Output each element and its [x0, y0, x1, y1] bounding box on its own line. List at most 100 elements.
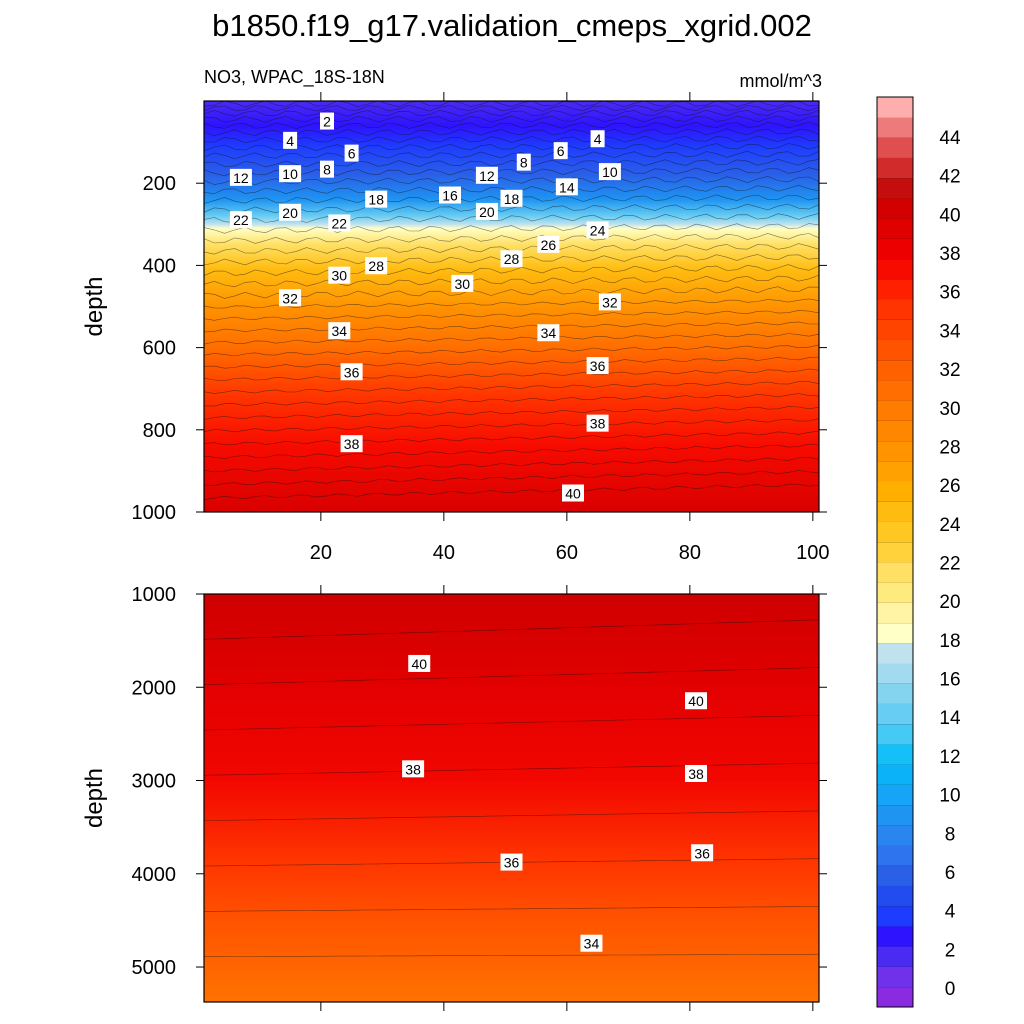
colorbar-swatch: [877, 784, 913, 806]
upper-contour-label: 32: [279, 289, 302, 307]
upper-contour-line: [203, 223, 820, 234]
chart-subtitle-right: mmol/m^3: [740, 71, 822, 91]
contour-label-text: 36: [590, 358, 606, 374]
upper-contour-line: [203, 274, 820, 288]
colorbar-swatch: [877, 279, 913, 300]
upper-contour-label: 38: [340, 435, 363, 453]
upper-frame: [203, 100, 820, 513]
contour-label-box: [598, 163, 621, 181]
contour-label-box: [402, 760, 425, 778]
colorbar-label: 42: [939, 167, 960, 188]
contour-label-box: [685, 692, 707, 710]
lower-ytick-label: 3000: [132, 771, 177, 793]
upper-contour-line: [203, 143, 820, 152]
contour-label-text: 18: [504, 191, 520, 207]
upper-contour-label: 6: [344, 144, 359, 162]
colorbar-label: 28: [939, 437, 960, 458]
upper-contour-label: 34: [328, 322, 351, 340]
colorbar-swatch: [877, 339, 913, 361]
contour-label-box: [229, 168, 252, 186]
lower-contour-label: 34: [580, 934, 603, 952]
colorbar-swatch: [877, 238, 913, 260]
upper-contour-line: [203, 167, 820, 177]
contour-label-text: 12: [233, 170, 249, 186]
chart-title: b1850.f19_g17.validation_cmeps_xgrid.002: [212, 8, 812, 43]
contour-label-text: 20: [282, 205, 298, 221]
colorbar-swatch: [877, 97, 913, 118]
contour-label-box: [555, 178, 578, 196]
colorbar-swatch: [877, 541, 913, 563]
upper-contour-label: 4: [283, 131, 298, 149]
colorbar-label: 18: [939, 631, 960, 652]
contour-label-box: [537, 235, 560, 253]
contour-label-box: [229, 211, 252, 229]
contour-label-text: 8: [323, 162, 331, 178]
colorbar-swatch: [877, 501, 913, 522]
contour-label-text: 10: [282, 166, 298, 182]
upper-contour-label: 20: [475, 202, 498, 220]
lower-contour-line: [203, 810, 820, 821]
contour-label-box: [408, 654, 431, 672]
contour-label-box: [320, 160, 334, 178]
upper-contour-line: [204, 135, 820, 144]
contour-label-text: 8: [520, 155, 528, 171]
upper-contour-line: [203, 158, 820, 168]
lower-contour-line: [204, 906, 820, 912]
upper-contour-line: [203, 418, 820, 433]
contour-label-box: [344, 144, 359, 162]
upper-contour-label: 20: [279, 203, 302, 221]
upper-contour-lines: [203, 100, 820, 500]
colorbar-label: 10: [939, 786, 960, 807]
upper-contour-line: [203, 104, 820, 112]
upper-contour-label: 28: [500, 250, 523, 268]
upper-contour-label: 22: [229, 211, 252, 229]
lower-ytick-label: 5000: [132, 957, 177, 979]
colorbar-label: 30: [939, 399, 960, 420]
colorbar-label: 24: [939, 515, 961, 536]
contour-label-text: 38: [590, 416, 606, 432]
colorbar-label: 22: [939, 554, 960, 575]
colorbar-swatch: [877, 602, 913, 624]
upper-contour-label: 10: [279, 165, 302, 183]
upper-contour-line: [203, 381, 820, 394]
lower-contour-label: 40: [408, 654, 431, 672]
upper-contour-line: [203, 333, 820, 345]
contour-label-box: [340, 435, 363, 453]
colorbar-label: 20: [939, 592, 960, 613]
contour-label-text: 34: [584, 936, 600, 952]
colorbar-swatch: [877, 319, 913, 340]
contour-label-box: [586, 414, 609, 432]
lower-ytick-label: 4000: [132, 864, 177, 886]
contour-label-text: 38: [344, 436, 360, 452]
colorbar-swatch: [877, 643, 913, 664]
contour-label-text: 32: [602, 294, 618, 310]
colorbar-label: 16: [939, 670, 960, 691]
colorbar-label: 6: [945, 863, 956, 884]
colorbar-label: 32: [939, 360, 960, 381]
colorbar-label: 44: [939, 128, 961, 149]
contour-label-text: 28: [504, 251, 520, 267]
lower-ylabel: depth: [81, 768, 108, 828]
upper-contour-line: [203, 286, 820, 299]
contour-label-text: 28: [368, 258, 384, 274]
colorbar-swatch: [877, 804, 913, 826]
upper-contour-label: 4: [590, 130, 605, 148]
contour-label-box: [500, 853, 523, 871]
contour-label-box: [580, 934, 603, 952]
upper-contour-line: [203, 298, 820, 309]
contour-label-text: 36: [694, 845, 710, 861]
colorbar-swatch: [877, 359, 913, 381]
contour-label-box: [586, 357, 609, 375]
upper-contour-label: 8: [516, 153, 531, 171]
lower-contour-line: [203, 667, 820, 685]
upper-contour-line: [203, 264, 820, 276]
colorbar-swatch: [877, 865, 913, 886]
colorbar-swatch: [877, 117, 913, 138]
contour-label-box: [691, 844, 714, 862]
lower-contour-label: 38: [402, 760, 425, 778]
colorbar-swatch: [877, 845, 913, 866]
lower-contour-line: [203, 619, 820, 640]
contour-label-text: 38: [405, 761, 421, 777]
colorbar-label: 2: [945, 940, 956, 961]
colorbar-swatch: [877, 400, 913, 421]
